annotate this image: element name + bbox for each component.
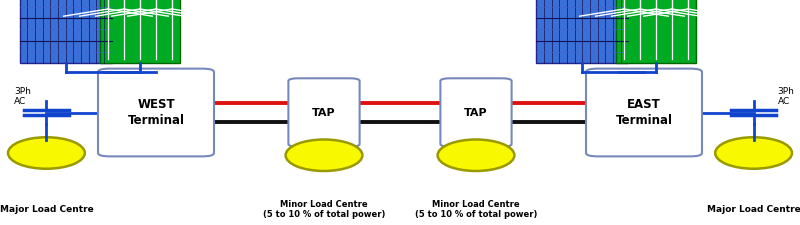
Text: WEST
Terminal: WEST Terminal [127, 97, 185, 128]
FancyBboxPatch shape [440, 78, 512, 147]
FancyBboxPatch shape [98, 69, 214, 156]
Ellipse shape [286, 140, 362, 171]
Ellipse shape [715, 137, 792, 169]
Text: TAP: TAP [464, 108, 488, 117]
Bar [616, 0, 696, 63]
Bar [100, 0, 180, 63]
FancyBboxPatch shape [289, 78, 360, 147]
Text: Major Load Centre: Major Load Centre [0, 205, 94, 214]
Text: Minor Load Centre
(5 to 10 % of total power): Minor Load Centre (5 to 10 % of total po… [415, 200, 537, 219]
FancyBboxPatch shape [586, 69, 702, 156]
Bar [19, 0, 112, 63]
Text: 3Ph
AC: 3Ph AC [14, 87, 31, 106]
Bar [536, 0, 629, 63]
Ellipse shape [8, 137, 85, 169]
Text: Minor Load Centre
(5 to 10 % of total power): Minor Load Centre (5 to 10 % of total po… [263, 200, 385, 219]
Text: Major Load Centre: Major Load Centre [706, 205, 800, 214]
Text: TAP: TAP [312, 108, 336, 117]
Ellipse shape [438, 140, 514, 171]
Text: EAST
Terminal: EAST Terminal [615, 97, 673, 128]
Text: 3Ph
AC: 3Ph AC [778, 87, 794, 106]
